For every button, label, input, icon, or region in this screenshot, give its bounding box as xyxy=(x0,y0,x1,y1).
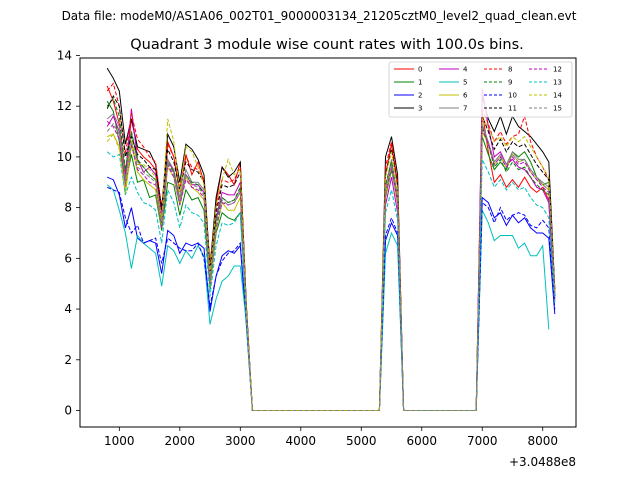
x-tick-label: 8000 xyxy=(527,434,558,448)
y-tick-label: 0 xyxy=(64,404,72,418)
x-tick-label: 4000 xyxy=(286,434,317,448)
x-tick-label: 7000 xyxy=(467,434,498,448)
legend-label-9: 9 xyxy=(508,79,512,87)
x-tick-label: 2000 xyxy=(165,434,196,448)
chart-title: Quadrant 3 module wise count rates with … xyxy=(130,37,524,53)
legend-box xyxy=(388,61,573,118)
legend-label-11: 11 xyxy=(508,105,517,113)
x-axis-offset-label: +3.0488e8 xyxy=(509,455,576,469)
y-tick-label: 6 xyxy=(64,251,72,265)
x-tick-label: 1000 xyxy=(104,434,135,448)
legend-label-12: 12 xyxy=(553,66,562,74)
legend-label-0: 0 xyxy=(418,66,422,74)
y-tick-label: 10 xyxy=(57,150,72,164)
legend-label-3: 3 xyxy=(418,105,422,113)
legend-label-10: 10 xyxy=(508,92,517,100)
series-layer xyxy=(106,67,556,411)
legend-label-4: 4 xyxy=(463,66,468,74)
legend-label-6: 6 xyxy=(463,92,468,100)
legend-label-8: 8 xyxy=(508,66,512,74)
y-tick-label: 2 xyxy=(64,353,72,367)
y-tick-label: 8 xyxy=(64,201,72,215)
x-tick-label: 5000 xyxy=(346,434,377,448)
x-tick-label: 6000 xyxy=(406,434,437,448)
legend-label-2: 2 xyxy=(418,92,422,100)
legend-label-7: 7 xyxy=(463,105,467,113)
y-tick-label: 4 xyxy=(64,302,72,316)
series-line-15 xyxy=(106,123,556,411)
plot-frame xyxy=(79,57,577,428)
x-tick-label: 3000 xyxy=(225,434,256,448)
data-file-label: Data file: modeM0/AS1A06_002T01_90000031… xyxy=(62,9,577,23)
legend-label-13: 13 xyxy=(553,79,562,87)
legend-label-14: 14 xyxy=(553,92,562,100)
y-tick-label: 12 xyxy=(57,99,72,113)
legend-label-5: 5 xyxy=(463,79,467,87)
legend-label-15: 15 xyxy=(553,105,562,113)
y-axis: 0 2 4 6 8 10 12 14 xyxy=(57,48,80,418)
x-axis: 1000 2000 3000 4000 5000 6000 7000 8000 xyxy=(104,427,558,448)
legend-label-1: 1 xyxy=(418,79,422,87)
y-tick-label: 14 xyxy=(57,48,72,62)
